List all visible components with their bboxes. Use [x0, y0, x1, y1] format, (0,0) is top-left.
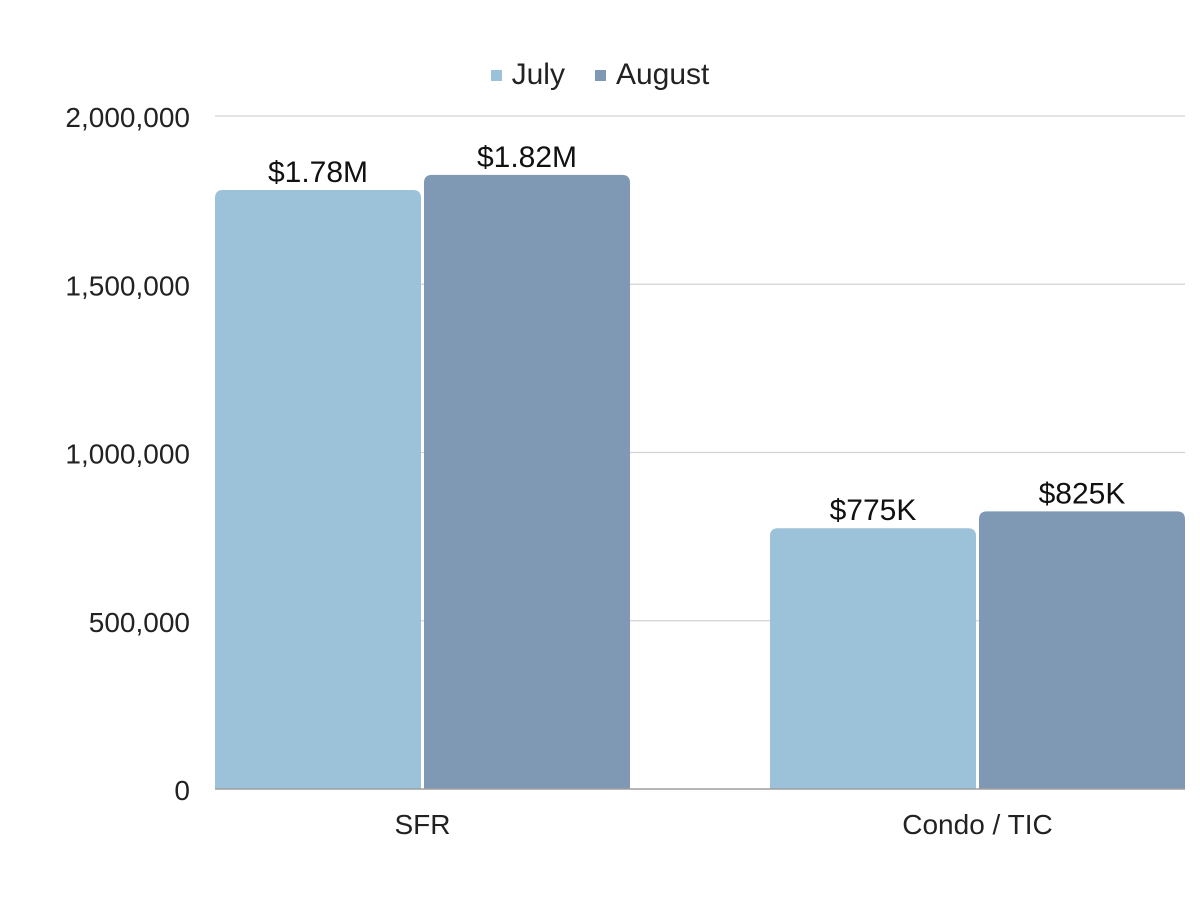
bar-august-1: [424, 174, 630, 789]
legend-swatch-august: [594, 69, 606, 81]
data-label: $775K: [830, 494, 917, 527]
legend-swatch-july: [490, 69, 502, 81]
y-tick-label: 0: [174, 775, 190, 806]
data-label: $1.78M: [268, 156, 368, 189]
chart-legend: July August: [0, 58, 1200, 92]
legend-item-july: July: [490, 58, 565, 92]
x-category-label: SFR: [395, 809, 451, 840]
bar-july-1: [215, 190, 421, 789]
data-label: $1.82M: [477, 141, 577, 174]
y-tick-label: 500,000: [89, 607, 190, 638]
data-label: $825K: [1039, 477, 1126, 510]
bar-july-2: [770, 528, 976, 789]
legend-label-august: August: [615, 58, 710, 91]
legend-item-august: August: [594, 58, 710, 92]
y-tick-label: 1,500,000: [65, 270, 190, 301]
x-category-label: Condo / TIC: [902, 809, 1052, 840]
y-tick-label: 1,000,000: [65, 439, 190, 470]
legend-label-july: July: [511, 58, 565, 91]
bar-august-2: [979, 511, 1185, 789]
y-tick-label: 2,000,000: [65, 102, 190, 133]
